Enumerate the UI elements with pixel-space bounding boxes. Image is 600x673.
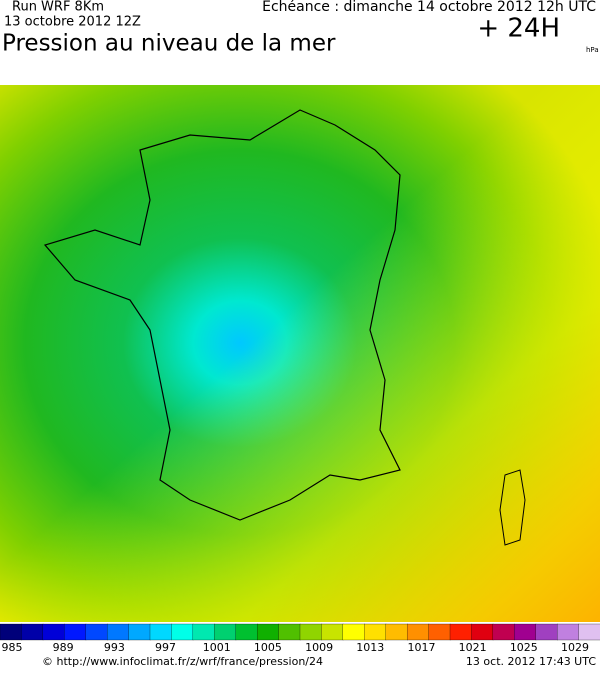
color-cell: [471, 623, 494, 641]
color-cell: [192, 623, 215, 641]
color-cell: [171, 623, 194, 641]
legend-label: 1005: [254, 641, 282, 654]
color-cell: [278, 623, 301, 641]
color-cell: [214, 623, 237, 641]
color-cell: [149, 623, 173, 641]
color-cell: [406, 623, 430, 641]
lead-time: + 24H: [477, 14, 560, 44]
color-cell: [64, 623, 87, 641]
legend-label: 1009: [305, 641, 333, 654]
color-cell: [556, 623, 580, 641]
color-cell: [256, 623, 280, 641]
run-date: 13 octobre 2012 12Z: [4, 15, 141, 30]
legend-label: 1001: [203, 641, 231, 654]
color-cell: [385, 623, 408, 641]
color-cell: [449, 623, 473, 641]
unit-label: hPa: [586, 46, 599, 54]
pressure-field-south: [0, 85, 600, 622]
legend-label: 1025: [510, 641, 538, 654]
corsica: [499, 469, 526, 546]
color-cell: [235, 623, 258, 641]
color-cell: [85, 623, 108, 641]
map-title: Pression au niveau de la mer: [2, 31, 336, 57]
color-cell: [428, 623, 451, 641]
timestamp: 13 oct. 2012 17:43 UTC: [466, 655, 596, 668]
color-legend: 985 989 993 997 1001 1005 1009 1013 1017 1021 1025…: [0, 623, 600, 654]
color-cell: [299, 623, 323, 641]
color-cell: [535, 623, 558, 641]
legend-label: 997: [155, 641, 176, 654]
legend-label: 1013: [356, 641, 384, 654]
color-cell: [578, 623, 600, 641]
legend-label: 989: [53, 641, 74, 654]
forecast-time: Echéance : dimanche 14 octobre 2012 12h …: [262, 0, 596, 15]
color-cell: [0, 623, 23, 641]
color-cell: [128, 623, 151, 641]
color-cell: [492, 623, 515, 641]
color-cell: [514, 623, 537, 641]
legend-label: 985: [2, 641, 23, 654]
legend-label: 1029: [561, 641, 589, 654]
color-cell: [364, 623, 387, 641]
color-cell: [342, 623, 365, 641]
source-credit: © http://www.infoclimat.fr/z/wrf/france/…: [42, 655, 323, 668]
color-cell: [21, 623, 44, 641]
map: [0, 85, 600, 622]
color-cell: [106, 623, 130, 641]
legend-label: 1021: [459, 641, 487, 654]
legend-label: 993: [104, 641, 125, 654]
coastline: [43, 109, 401, 521]
legend-label: 1017: [407, 641, 435, 654]
run-label: Run WRF 8Km: [12, 0, 104, 15]
color-cell: [321, 623, 344, 641]
color-cell: [42, 623, 65, 641]
